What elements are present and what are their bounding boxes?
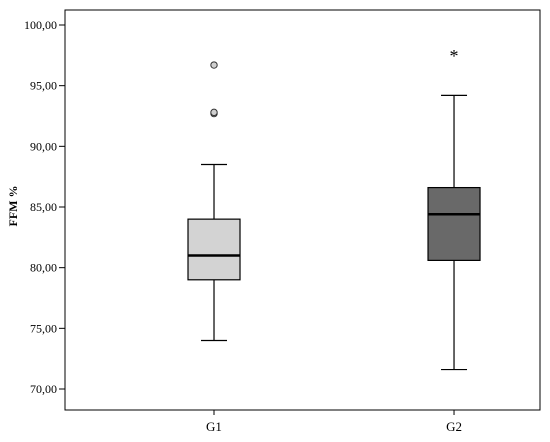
y-tick-label: 100,00 (24, 18, 57, 32)
y-axis: 70,00 75,00 80,00 85,00 90,00 95,00 100,00 (24, 18, 65, 396)
box-group-g2: * (427, 46, 481, 371)
y-tick-label: 95,00 (30, 79, 57, 93)
y-tick-label: 70,00 (30, 382, 57, 396)
outlier-point (210, 61, 218, 69)
y-tick-label: 80,00 (30, 261, 57, 275)
box-iqr (187, 218, 241, 281)
outlier-point (210, 108, 218, 117)
box-iqr (427, 186, 481, 261)
x-category-label: G1 (206, 419, 222, 434)
y-tick-label: 85,00 (30, 200, 57, 214)
y-tick-label: 75,00 (30, 321, 57, 335)
x-axis: G1 G2 (206, 410, 462, 434)
extreme-point: * (450, 46, 459, 66)
y-axis-label: FFM % (6, 186, 20, 227)
x-category-label: G2 (446, 419, 462, 434)
y-tick-label: 90,00 (30, 139, 57, 153)
boxes-layer: * (187, 46, 481, 371)
box-group-g1 (187, 61, 241, 342)
